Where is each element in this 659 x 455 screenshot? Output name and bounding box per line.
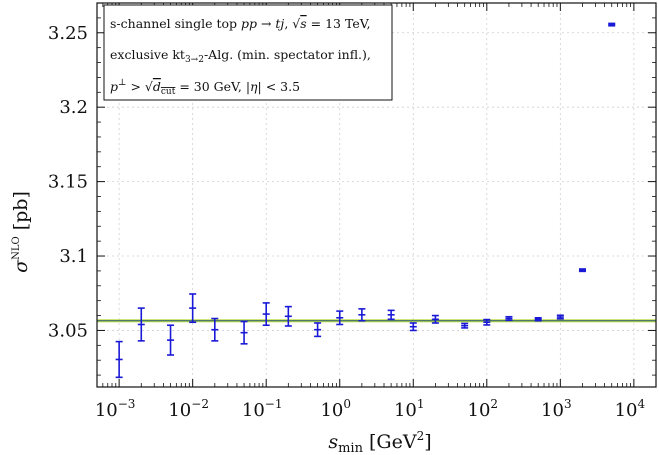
data-point (314, 322, 322, 338)
data-point (115, 340, 123, 379)
data-point (358, 308, 366, 322)
data-point (431, 314, 439, 324)
data-point (483, 318, 491, 326)
y-tick-label: 3.05 (48, 320, 88, 341)
data-point (137, 307, 145, 342)
data-point (505, 315, 513, 322)
x-tick-label: 10−2 (168, 397, 209, 421)
data-point (387, 309, 395, 321)
reference-band (97, 319, 656, 323)
y-axis-title: σNLO [pb] (10, 191, 32, 273)
x-tick-label: 104 (615, 397, 646, 421)
x-tick-label: 103 (541, 397, 572, 421)
x-tick-label: 101 (394, 397, 425, 421)
y-tick-label: 3.15 (48, 172, 88, 193)
data-point (284, 305, 292, 327)
data-point (578, 268, 586, 273)
data-point (262, 302, 270, 327)
y-tick-label: 3.2 (59, 97, 88, 118)
data-point (556, 314, 564, 320)
x-tick-label: 10−3 (95, 397, 136, 421)
data-point (336, 310, 344, 326)
data-points (115, 22, 616, 379)
sqrt-sign: √ (292, 16, 300, 31)
data-point (240, 320, 248, 345)
data-point (409, 322, 417, 332)
y-tick-label: 3.1 (59, 246, 88, 267)
x-tick-label: 10−1 (242, 397, 283, 421)
data-point (167, 324, 175, 356)
legend-line-1: s-channel single top pp → tj, √s = 13 Te… (110, 16, 371, 31)
legend-line-2: exclusive kt3→2-Alg. (min. spectator inf… (110, 47, 371, 65)
legend-box (103, 4, 393, 101)
x-tick-label: 100 (320, 397, 351, 421)
data-point (211, 317, 219, 342)
data-point (534, 316, 542, 322)
tick-labels: 10−3 10−2 10−1 100 101 102 103 104 3.05 3.1 3.15 3.… (48, 23, 646, 421)
data-point (189, 293, 197, 324)
plot-frame (96, 2, 657, 388)
y-tick-label: 3.25 (48, 23, 88, 44)
legend: s-channel single top pp → tj, √s = 13 Te… (103, 4, 393, 101)
x-axis-title: smin [GeV2] (328, 429, 431, 455)
data-point (461, 322, 469, 329)
data-point (608, 22, 616, 27)
sqrt-sign-2: √ (145, 79, 153, 94)
legend-line-3: p⊥ > √dcut = 30 GeV, |η| < 3.5 (110, 78, 300, 97)
x-tick-label: 102 (468, 397, 499, 421)
